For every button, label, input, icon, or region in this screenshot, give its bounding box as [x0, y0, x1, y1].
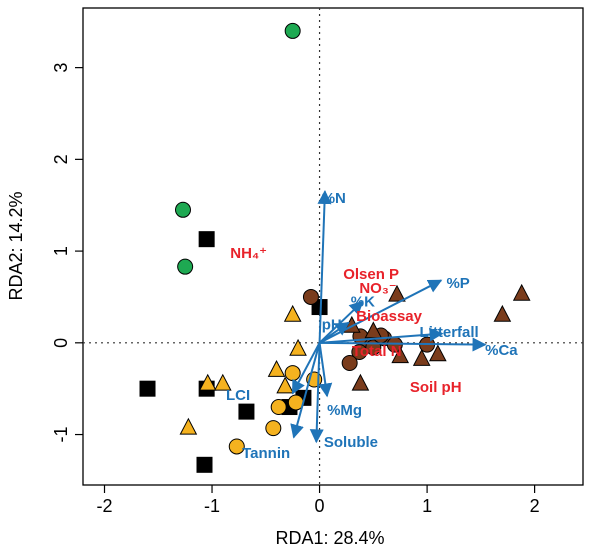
circle-point: [284, 365, 301, 382]
plot-frame: [82, 7, 584, 486]
vector-labels: %N %P %K pH Litterfall %Ca %Mg LCI Tannin Soluble…: [226, 190, 518, 462]
significant-variable-label: Total N: [352, 343, 402, 360]
vector-arrow: [291, 342, 321, 395]
vector-arrow: [318, 321, 350, 344]
y-tick-label: 0: [51, 338, 71, 348]
triangle-point: [391, 346, 410, 364]
vector-label: Litterfall: [420, 324, 479, 341]
x-tick-label: -2: [96, 496, 112, 516]
x-axis-title: RDA1: 28.4%: [275, 528, 384, 548]
environment-vectors: [290, 190, 487, 444]
significant-variable-label: NO₃⁻: [359, 280, 396, 297]
vector-label: %Mg: [327, 402, 362, 419]
circle-point: [175, 201, 191, 218]
y-tick-label: 2: [51, 154, 71, 164]
x-tick-label: 2: [530, 496, 540, 516]
vector-label: %Ca: [485, 342, 518, 359]
significant-variable-label: Soil pH: [410, 379, 462, 396]
vector-arrow: [309, 342, 324, 444]
triangle-point: [493, 304, 512, 322]
significant-variable-label: NH₄⁺: [230, 245, 267, 262]
vector-arrow: [319, 327, 444, 344]
circle-point: [351, 343, 368, 360]
circle-point: [270, 399, 287, 416]
axes: -2 -1 0 1 2 -1 0 1 2 3: [51, 63, 540, 516]
circle-point: [302, 288, 319, 305]
circle-point: [265, 420, 282, 437]
x-tick-label: 0: [315, 496, 325, 516]
triangle-point: [283, 304, 302, 322]
vector-label: pH: [322, 316, 342, 333]
triangle-point: [289, 338, 307, 356]
vector-label: Tannin: [242, 445, 290, 462]
vector-arrow: [319, 337, 487, 352]
triangle-point: [429, 344, 447, 362]
circle-point: [341, 354, 358, 371]
triangle-point: [388, 284, 406, 302]
significant-variable-label: Olsen P: [343, 266, 399, 283]
triangle-point: [351, 373, 370, 391]
x-tick-label: -1: [204, 496, 220, 516]
vector-label: %N: [322, 190, 346, 207]
y-tick-label: 1: [51, 246, 71, 256]
square-point: [238, 403, 255, 420]
circle-point: [177, 258, 194, 275]
circle-point: [228, 438, 245, 455]
y-tick-label: 3: [51, 63, 71, 73]
square-point: [139, 380, 156, 397]
vector-label: %P: [446, 275, 469, 292]
triangle-point: [198, 373, 217, 391]
square-point: [196, 456, 213, 473]
significant-variable-label: Bioassay: [356, 308, 423, 325]
square-point: [198, 231, 215, 248]
triangle-point: [512, 283, 531, 301]
y-axis-title: RDA2: 14.2%: [6, 191, 26, 300]
vector-label: %K: [351, 294, 375, 311]
triangle-point: [213, 373, 232, 391]
triangle-point: [412, 348, 431, 366]
circle-point: [284, 22, 301, 39]
reference-lines: [83, 8, 583, 485]
y-tick-label: -1: [51, 427, 71, 443]
vector-arrow: [318, 342, 333, 398]
vector-arrow: [317, 190, 332, 343]
vector-label: Soluble: [324, 434, 378, 451]
triangle-point: [267, 359, 286, 377]
vector-label: LCI: [226, 387, 250, 404]
vector-arrow: [290, 342, 321, 439]
triangle-point: [179, 417, 198, 435]
triangle-point: [276, 376, 294, 394]
x-tick-label: 1: [422, 496, 432, 516]
